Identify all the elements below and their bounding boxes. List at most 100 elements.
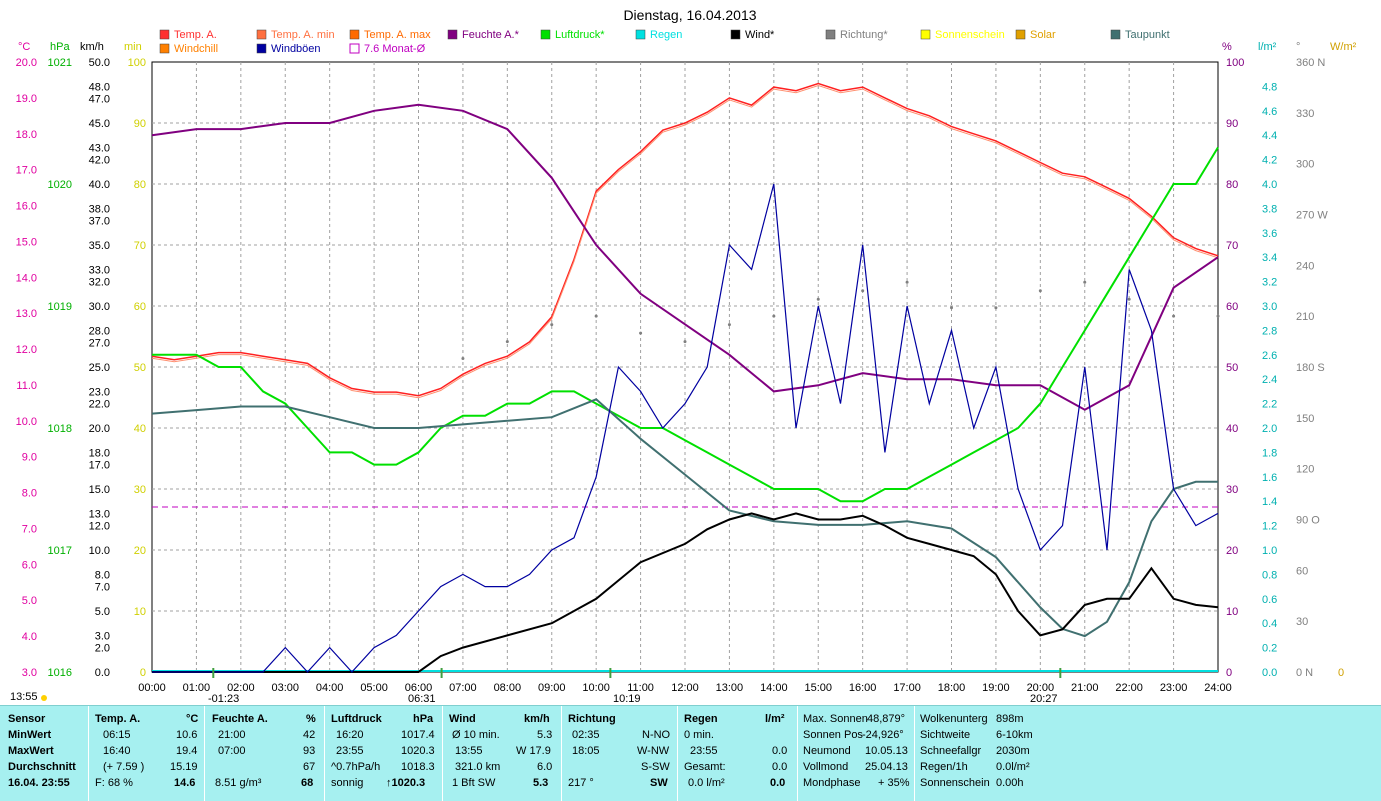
temp-unit: °C bbox=[18, 41, 30, 53]
legend: Temp. A. Temp. A. min Temp. A. max Feuchte … bbox=[159, 29, 1170, 55]
astro-value: + 35% bbox=[878, 777, 910, 789]
rain-amount: 0.0 l/m² bbox=[688, 777, 725, 789]
astro-value: 48,879° bbox=[867, 713, 906, 725]
grid bbox=[151, 61, 1219, 673]
axis-ticks: 20.019.018.017.016.015.014.013.012.011.0… bbox=[16, 57, 1345, 694]
time-tick: 06:00 bbox=[405, 682, 433, 694]
time-tick: 02:00 bbox=[227, 682, 255, 694]
chart-title: Dienstag, 16.04.2013 bbox=[623, 7, 756, 23]
rain-unit-label: l/m² bbox=[765, 713, 785, 725]
legend-swatch bbox=[447, 29, 458, 40]
wind-tick: 12.0 bbox=[89, 521, 110, 533]
extra-label: Sichtweite bbox=[920, 729, 971, 741]
rain-tick: 3.0 bbox=[1262, 301, 1277, 313]
dir-head: Richtung bbox=[568, 713, 616, 725]
legend-swatch bbox=[159, 29, 170, 40]
rain-max-time: 23:55 bbox=[690, 745, 718, 757]
legend-label: Sonnenschein bbox=[935, 29, 1005, 41]
legend-label: Temp. A. bbox=[174, 29, 217, 41]
rain-tick: 1.8 bbox=[1262, 447, 1277, 459]
deg-tick: 0 N bbox=[1296, 667, 1313, 679]
hum-tick: 40 bbox=[1226, 423, 1238, 435]
wind-max-time: 13:55 bbox=[455, 745, 483, 757]
time-tick: 17:00 bbox=[893, 682, 921, 694]
extra-label: Wolkenunterg bbox=[920, 713, 988, 725]
wind-tick: 23.0 bbox=[89, 386, 110, 398]
press-trend: ^0.7hPa/h bbox=[331, 761, 381, 773]
wind-tick: 48.0 bbox=[89, 81, 110, 93]
press-max-value: 1020.3 bbox=[401, 745, 435, 757]
deg-tick: 360 N bbox=[1296, 57, 1325, 69]
hum-tick: 60 bbox=[1226, 301, 1238, 313]
extra-label: Schneefallgr bbox=[920, 745, 982, 757]
legend-swatch bbox=[349, 29, 360, 40]
time-tick: 19:00 bbox=[982, 682, 1010, 694]
extra-value: 2030m bbox=[996, 745, 1030, 757]
rain-total-value: 0.0 bbox=[772, 761, 788, 773]
direction-point bbox=[1172, 314, 1176, 318]
temp-tick: 13.0 bbox=[16, 308, 37, 320]
wind-tick: 38.0 bbox=[89, 203, 110, 215]
hum-max-value: 93 bbox=[303, 745, 316, 757]
legend-swatch bbox=[256, 29, 267, 40]
wind-avg-value: 5.3 bbox=[537, 729, 553, 741]
wind-current-value: 5.3 bbox=[533, 777, 549, 789]
wind-head: Wind bbox=[449, 713, 476, 725]
extra-label: Sonnenschein bbox=[920, 777, 990, 789]
wind-unit-label: km/h bbox=[524, 713, 550, 725]
time-tick: 09:00 bbox=[538, 682, 566, 694]
press-unit-label: hPa bbox=[413, 713, 434, 725]
time-tick: 22:00 bbox=[1115, 682, 1143, 694]
direction-point bbox=[1216, 314, 1220, 318]
hum-tick: 30 bbox=[1226, 484, 1238, 496]
temp-max-value: 19.4 bbox=[176, 745, 198, 757]
temp-max-time: 16:40 bbox=[103, 745, 131, 757]
legend-label: Temp. A. min bbox=[271, 29, 335, 41]
wind-avg2-value: 6.0 bbox=[537, 761, 553, 773]
temp-tick: 3.0 bbox=[22, 667, 37, 679]
direction-point bbox=[1038, 289, 1042, 293]
sensor-row: Durchschnitt bbox=[8, 761, 76, 773]
hum-tick: 90 bbox=[1226, 118, 1238, 130]
temp-tick: 16.0 bbox=[16, 201, 37, 213]
legend-label: Wind* bbox=[745, 29, 775, 41]
wind-tick: 18.0 bbox=[89, 447, 110, 459]
dir-avg-value: S-SW bbox=[641, 761, 670, 773]
rain-tick: 1.0 bbox=[1262, 545, 1277, 557]
press-min-value: 1017.4 bbox=[401, 729, 435, 741]
wind-tick: 43.0 bbox=[89, 142, 110, 154]
time-tick: 13:00 bbox=[716, 682, 744, 694]
rain-tick: 3.6 bbox=[1262, 228, 1277, 240]
dir-max-time: 18:05 bbox=[572, 745, 600, 757]
time-tick: 11:00 bbox=[627, 682, 654, 694]
astro-value: 25.04.13 bbox=[865, 761, 908, 773]
direction-point bbox=[727, 323, 731, 327]
event-label: 20:27 bbox=[1030, 693, 1058, 705]
temp-tick: 6.0 bbox=[22, 559, 37, 571]
rain-tick: 2.4 bbox=[1262, 374, 1277, 386]
wind-bft: 1 Bft SW bbox=[452, 777, 496, 789]
direction-point bbox=[950, 306, 953, 310]
temp-current-value: 14.6 bbox=[174, 777, 196, 789]
direction-point bbox=[772, 314, 776, 318]
legend-swatch bbox=[1110, 29, 1121, 40]
wind-tick: 15.0 bbox=[89, 484, 110, 496]
legend-label: Richtung* bbox=[840, 29, 888, 41]
astro-label: Sonnen Pos bbox=[803, 729, 863, 741]
wind-tick: 10.0 bbox=[89, 545, 110, 557]
press-tick: 1019 bbox=[48, 301, 72, 313]
press-tick: 1018 bbox=[48, 423, 72, 435]
wind-tick: 50.0 bbox=[89, 57, 110, 69]
direction-point bbox=[639, 331, 643, 335]
wind-tick: 30.0 bbox=[89, 301, 110, 313]
extra-label: Regen/1h bbox=[920, 761, 968, 773]
rain-tick: 0.2 bbox=[1262, 643, 1277, 655]
legend-label: Temp. A. max bbox=[364, 29, 431, 41]
temp-current-hum: F: 68 % bbox=[95, 777, 133, 789]
time-tick: 04:00 bbox=[316, 682, 344, 694]
temp-tick: 4.0 bbox=[22, 631, 37, 643]
legend-label: Windchill bbox=[174, 43, 218, 55]
time-tick: 01:00 bbox=[183, 682, 211, 694]
temp-head: Temp. A. bbox=[95, 713, 141, 725]
wind-tick: 25.0 bbox=[89, 362, 110, 374]
